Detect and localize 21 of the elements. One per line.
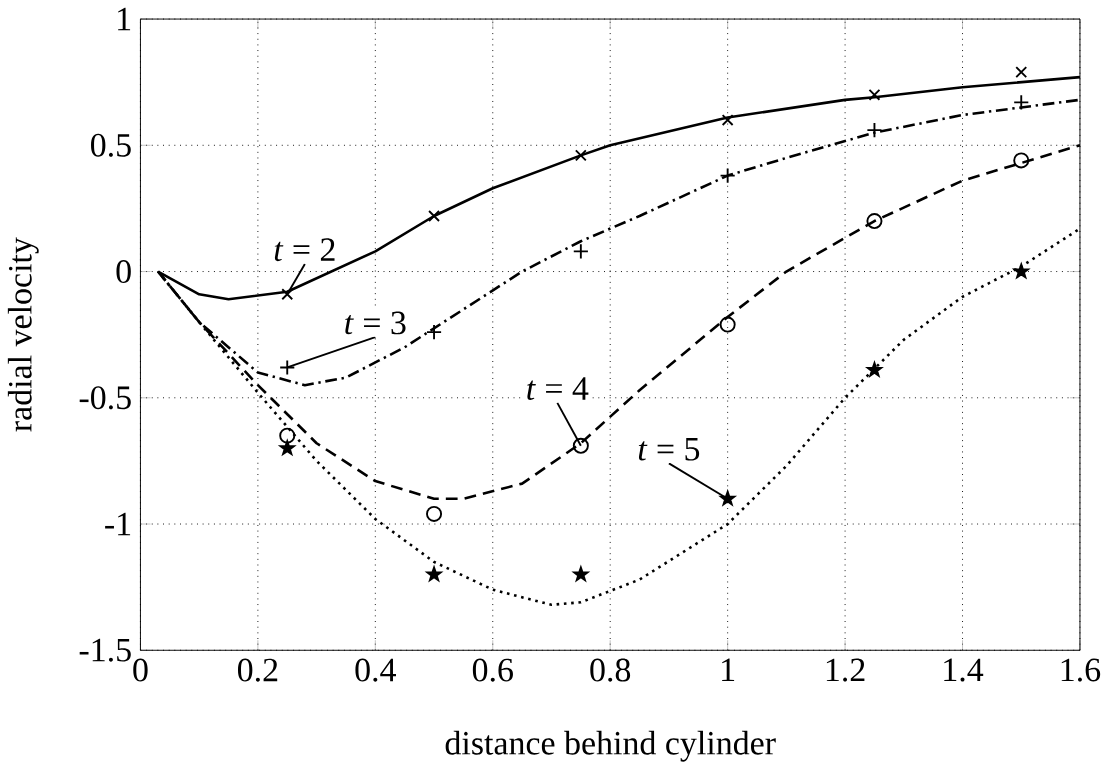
y-tick-label: 0.5: [91, 133, 131, 157]
x-tick-label: 0.2: [237, 658, 278, 682]
x-tick-label: 1: [722, 658, 735, 681]
x-tick-label: 1.4: [944, 658, 984, 682]
y-tick-label: -0.5: [79, 386, 131, 410]
annotation: t = 2: [274, 238, 335, 261]
x-axis-title: distance behind cylinder: [445, 730, 776, 762]
x-tick-label: 0.8: [590, 658, 631, 682]
x-tick-label: 1.2: [826, 658, 865, 682]
x-tick-label: 1.6: [1061, 658, 1101, 682]
annotation: t = 3: [345, 311, 406, 335]
annotation: t = 5: [638, 437, 700, 461]
annotation: t = 4: [527, 377, 589, 400]
x-tick-label: 0: [133, 658, 148, 682]
y-axis-title: radial velocity: [7, 237, 39, 432]
x-tick-label: 0.4: [355, 658, 397, 682]
x-tick-label: 0.6: [472, 658, 513, 682]
y-tick-label: -1.5: [79, 638, 131, 662]
y-tick-label: 1: [118, 7, 131, 31]
y-tick-label: -1: [105, 512, 131, 535]
y-tick-label: 0: [116, 259, 131, 283]
